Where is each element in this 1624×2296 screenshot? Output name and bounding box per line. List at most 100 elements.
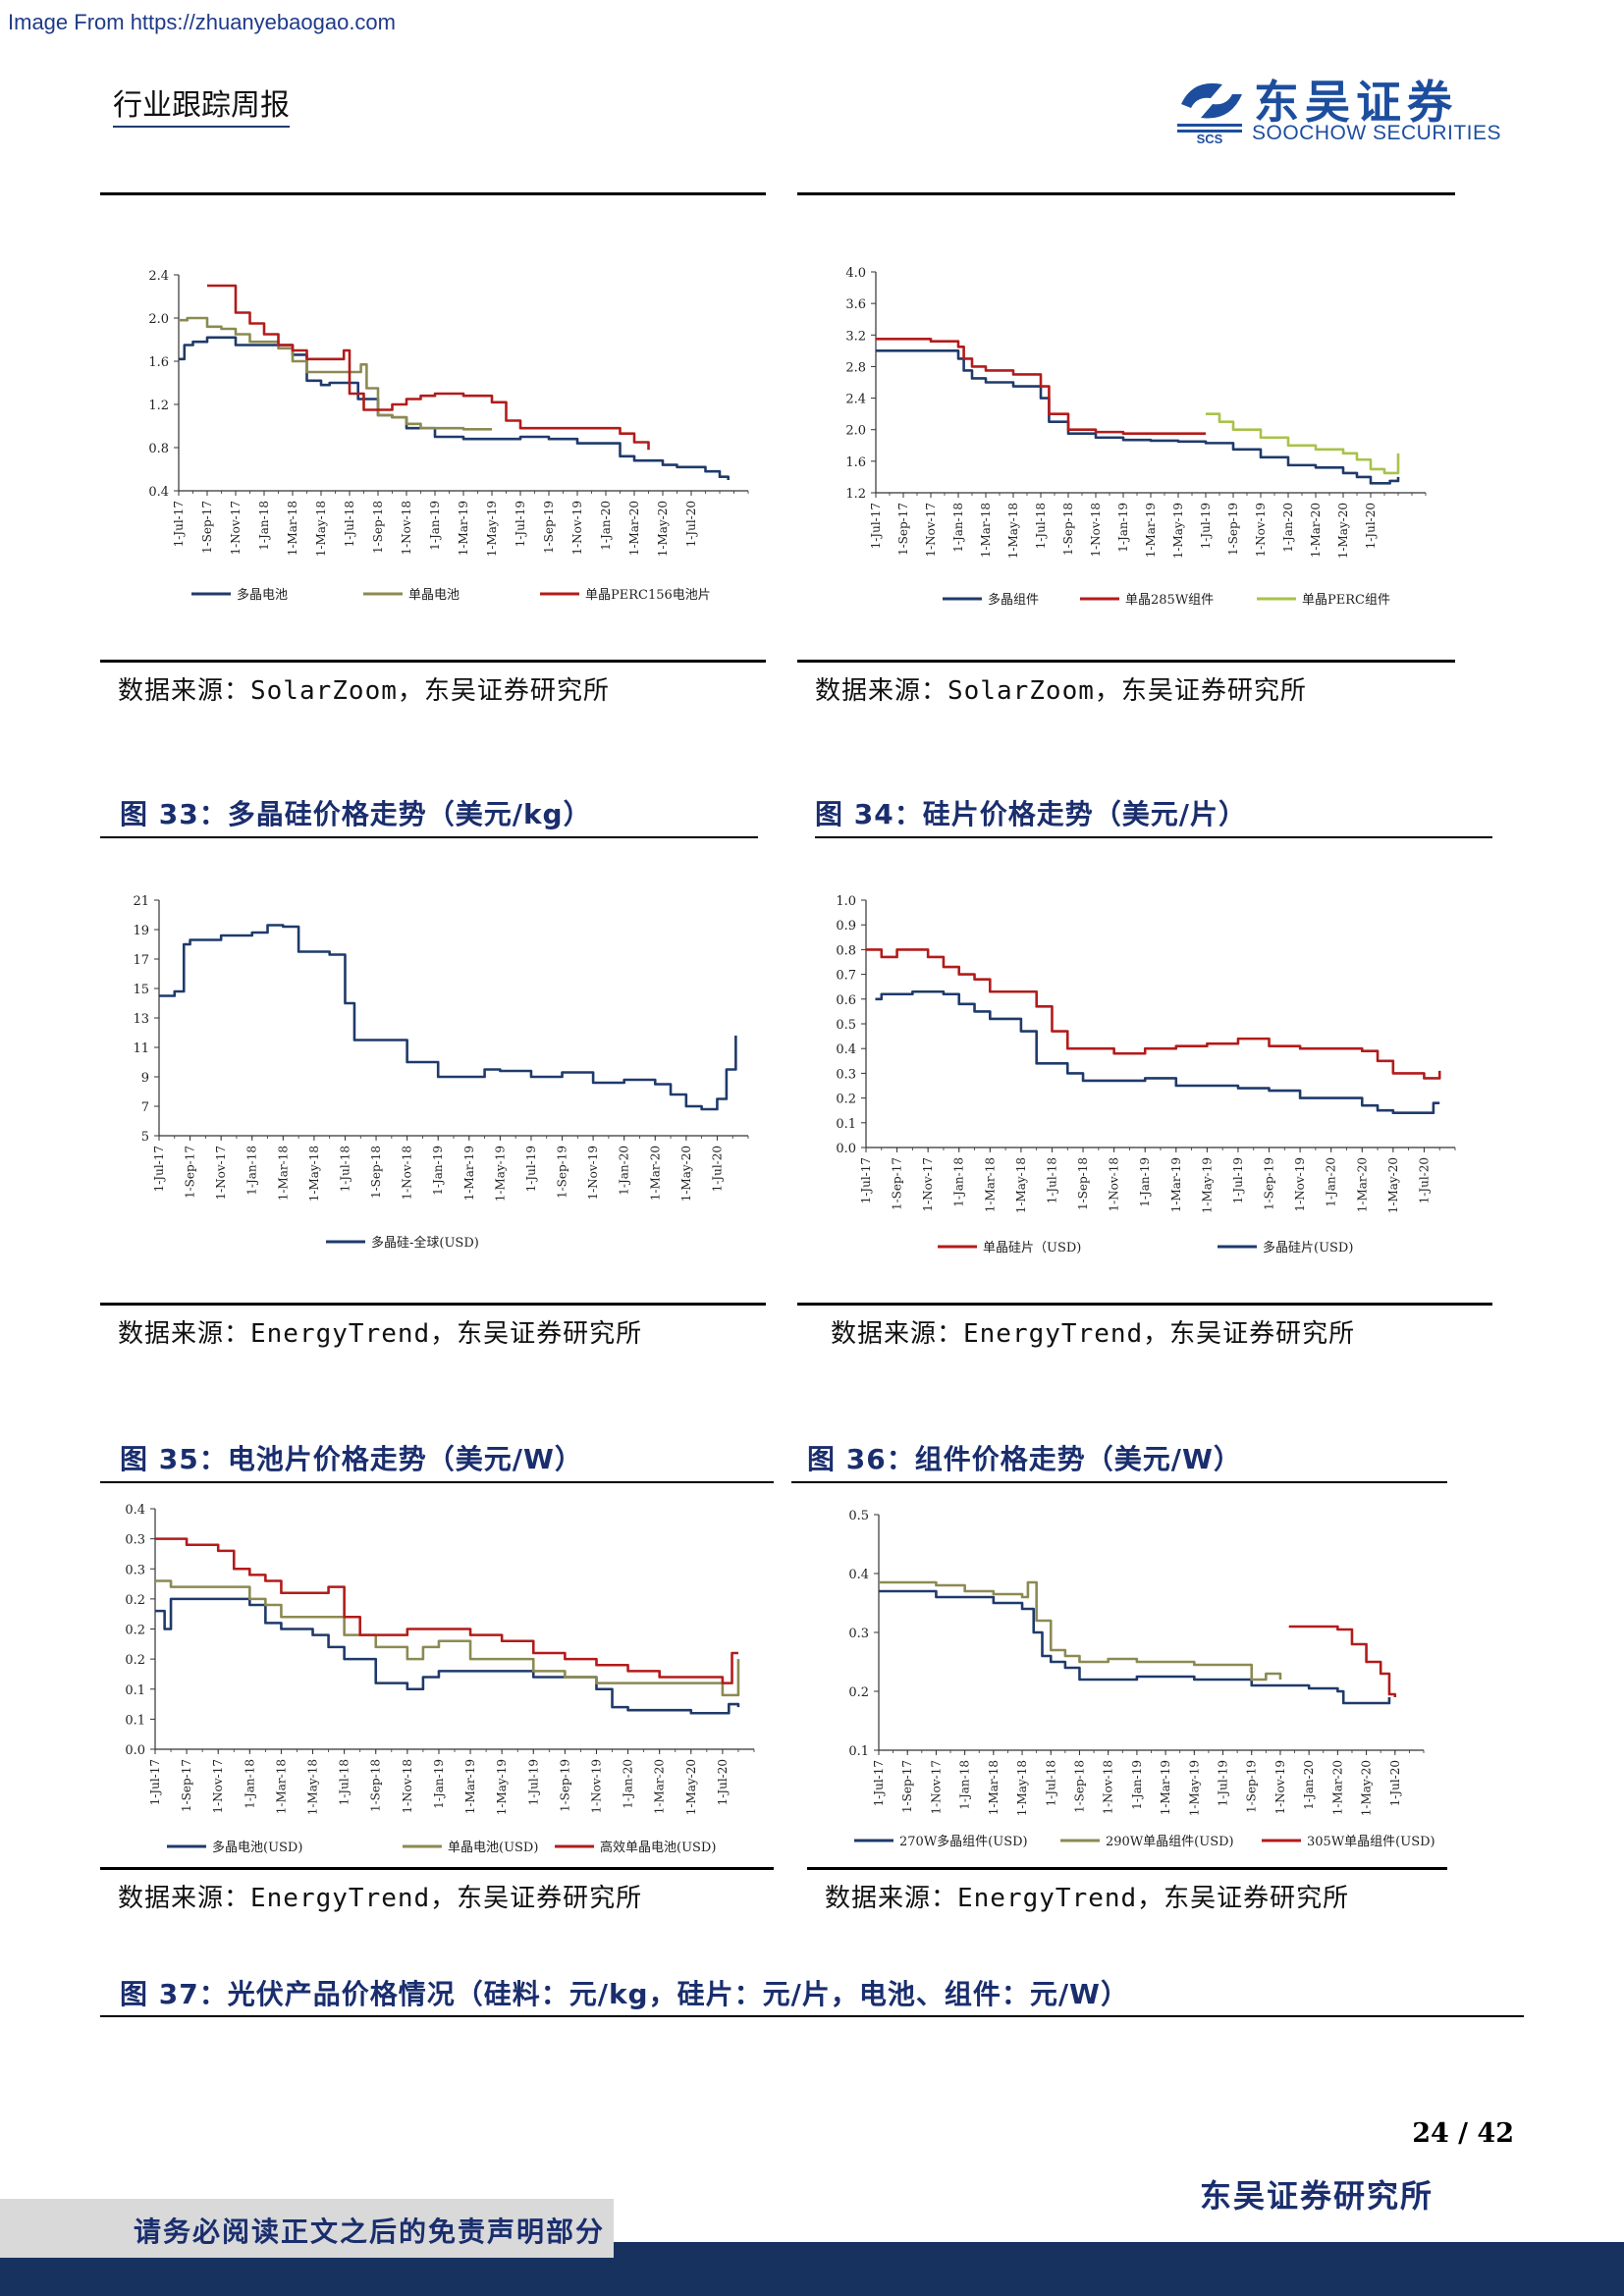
chart-cell-prices: 0.4 0.8 1.2 1.6 2.0 2.4 1-Jul-17 1-Sep-17 1-Nov-… <box>148 269 749 603</box>
y-tick-label: 0.7 <box>836 969 856 984</box>
x-tick-label: 1-May-18 <box>314 501 328 557</box>
chart-module-prices-usd: 0.1 0.2 0.3 0.4 0.5 1-Jul-17 1-Sep-17 1-Nov-17 1… <box>848 1509 1435 1849</box>
x-tick-label: 1-Sep-17 <box>900 1760 914 1813</box>
x-tick-label: 1-Jul-20 <box>1388 1760 1402 1806</box>
x-tick-label: 1-Jul-20 <box>1417 1157 1431 1203</box>
x-tick-label: 1-Jul-19 <box>1199 503 1213 549</box>
x-tick-label: 1-Jul-17 <box>172 501 186 547</box>
x-tick-label: 1-Jan-18 <box>952 1157 966 1207</box>
series-line <box>179 316 492 431</box>
x-tick-label: 1-Mar-18 <box>983 1157 997 1212</box>
legend-label: 高效单晶电池(USD) <box>600 1840 716 1855</box>
legend-label: 270W多晶组件(USD) <box>899 1834 1028 1849</box>
disclaimer-text: 请务必阅读正文之后的免责声明部分 <box>134 2216 606 2248</box>
x-tick-label: 1-May-18 <box>1014 1157 1028 1213</box>
x-tick-label: 1-Mar-18 <box>274 1759 288 1814</box>
series-line <box>159 924 737 1111</box>
x-tick-label: 1-May-18 <box>307 1146 321 1201</box>
x-tick-label: 1-Jan-20 <box>1325 1157 1338 1207</box>
y-tick-label: 4.0 <box>845 266 866 281</box>
x-tick-label: 1-Jul-20 <box>684 501 698 547</box>
x-tick-label: 1-Sep-18 <box>369 1759 383 1812</box>
x-tick-label: 1-Nov-17 <box>929 1760 943 1815</box>
divider <box>797 660 1455 663</box>
footer-org-name: 东吴证券研究所 <box>1200 2177 1435 2215</box>
x-tick-label: 1-May-20 <box>656 501 670 557</box>
legend-label: 多晶组件 <box>988 592 1039 608</box>
y-tick-label: 0.8 <box>148 442 169 456</box>
x-tick-label: 1-Nov-18 <box>1102 1760 1115 1815</box>
report-type-title: 行业跟踪周报 <box>113 80 290 128</box>
x-tick-label: 1-Nov-19 <box>1254 503 1268 558</box>
x-tick-label: 1-Mar-19 <box>1144 503 1158 558</box>
x-tick-label: 1-Jul-18 <box>1034 503 1048 549</box>
x-tick-label: 1-Jan-19 <box>432 1759 446 1809</box>
logo-chinese-name: 东吴证券 <box>1254 76 1458 129</box>
x-tick-label: 1-Mar-18 <box>979 503 993 558</box>
x-tick-label: 1-Jul-17 <box>148 1759 162 1805</box>
divider <box>791 1481 1447 1483</box>
y-tick-label: 0.4 <box>848 1568 869 1582</box>
x-tick-label: 1-Jan-20 <box>622 1759 635 1809</box>
x-tick-label: 1-Nov-17 <box>211 1759 225 1814</box>
x-tick-label: 1-Nov-17 <box>921 1157 935 1212</box>
x-tick-label: 1-Nov-19 <box>589 1759 603 1814</box>
y-tick-label: 15 <box>133 983 149 997</box>
x-tick-label: 1-Sep-19 <box>1245 1760 1259 1813</box>
x-tick-label: 1-Sep-17 <box>891 1157 904 1210</box>
x-tick-label: 1-May-18 <box>1015 1760 1029 1816</box>
figure-title: 图 36：组件价格走势（美元/W） <box>807 1443 1242 1475</box>
x-tick-label: 1-Jan-20 <box>599 501 613 551</box>
chart-module-prices-solarzoom: 1.2 1.6 2.0 2.4 2.8 3.2 3.6 4.0 1-Jul-17 1-Sep-17… <box>845 266 1427 608</box>
legend-label: 单晶电池 <box>408 588 460 603</box>
divider <box>100 1303 766 1306</box>
y-tick-label: 7 <box>141 1100 149 1115</box>
x-tick-label: 1-May-20 <box>679 1146 693 1201</box>
logo-mark-icon: SCS <box>1177 82 1242 145</box>
x-tick-label: 1-Nov-18 <box>401 1759 414 1814</box>
y-tick-label: 0.5 <box>848 1509 869 1523</box>
x-tick-label: 1-Sep-17 <box>200 501 214 554</box>
x-tick-label: 1-May-19 <box>1200 1157 1214 1213</box>
x-tick-label: 1-Mar-20 <box>627 501 641 556</box>
divider <box>815 836 1492 838</box>
y-tick-label: 0.2 <box>125 1593 145 1608</box>
x-tick-label: 1-Nov-17 <box>214 1146 228 1201</box>
y-tick-label: 11 <box>133 1041 149 1056</box>
x-tick-label: 1-Sep-18 <box>1061 503 1075 556</box>
x-tick-label: 1-Jul-18 <box>1045 1157 1058 1203</box>
x-tick-label: 1-Jul-19 <box>514 501 527 547</box>
legend-label: 单晶PERC组件 <box>1302 593 1390 608</box>
x-tick-label: 1-Jan-20 <box>1281 503 1295 553</box>
divider <box>797 1303 1492 1306</box>
y-tick-label: 17 <box>133 953 149 968</box>
y-tick-label: 0.9 <box>836 919 856 934</box>
series-line <box>876 338 1206 436</box>
y-tick-label: 0.4 <box>148 485 169 500</box>
series-line <box>866 948 1441 1080</box>
legend-label: 单晶PERC156电池片 <box>585 588 711 603</box>
x-tick-label: 1-Sep-19 <box>1226 503 1240 556</box>
divider <box>797 192 1455 195</box>
source-note: 数据来源：EnergyTrend，东吴证券研究所 <box>118 1884 643 1913</box>
x-tick-label: 1-May-19 <box>495 1759 509 1815</box>
divider <box>100 1481 774 1483</box>
series-line <box>1206 412 1400 475</box>
y-tick-label: 0.1 <box>125 1683 145 1698</box>
x-tick-label: 1-Nov-19 <box>1273 1760 1287 1815</box>
x-tick-label: 1-May-19 <box>1171 503 1185 559</box>
source-note: 数据来源：EnergyTrend，东吴证券研究所 <box>825 1884 1350 1913</box>
x-tick-label: 1-May-20 <box>684 1759 698 1815</box>
x-tick-label: 1-Jul-18 <box>338 1146 352 1192</box>
legend-label: 多晶硅-全球(USD) <box>371 1235 479 1251</box>
x-tick-label: 1-Nov-19 <box>570 501 584 556</box>
x-tick-label: 1-Sep-19 <box>558 1759 571 1812</box>
x-tick-label: 1-Mar-19 <box>463 1759 477 1814</box>
x-tick-label: 1-Mar-20 <box>648 1146 662 1201</box>
series-line <box>1288 1625 1397 1697</box>
series-line <box>155 1537 738 1684</box>
x-tick-label: 1-Nov-17 <box>924 503 938 558</box>
x-tick-label: 1-Nov-17 <box>229 501 243 556</box>
legend-label: 单晶285W组件 <box>1125 593 1214 608</box>
y-tick-label: 0.8 <box>836 943 856 958</box>
